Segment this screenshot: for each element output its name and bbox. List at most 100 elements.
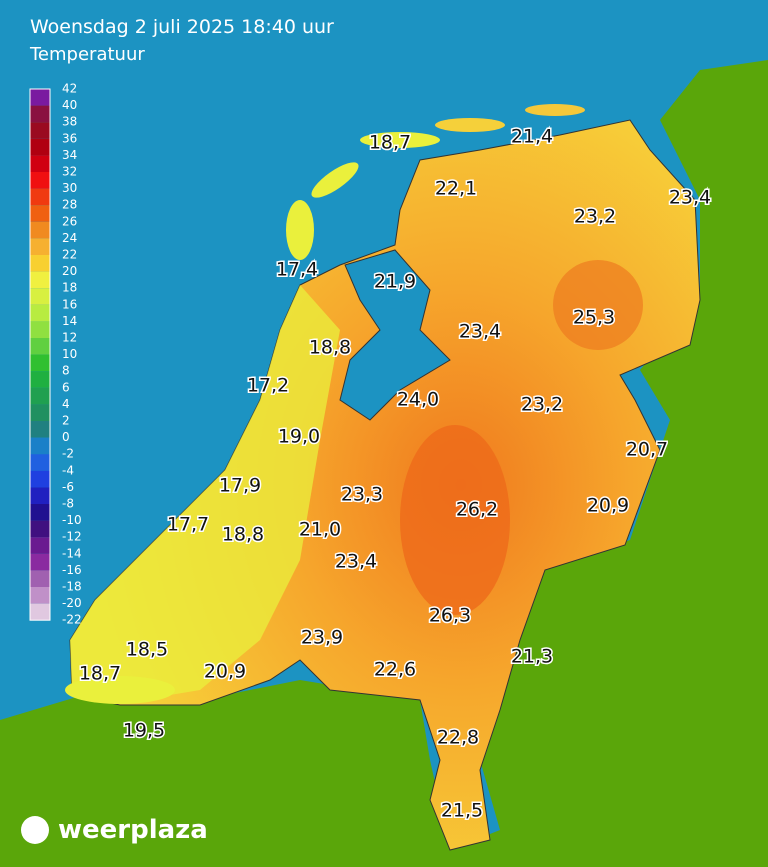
- legend-band: [30, 288, 50, 305]
- island: [525, 104, 585, 116]
- station-temperature: 17,7: [167, 514, 209, 536]
- legend-label: 30: [62, 181, 77, 195]
- station-temperature: 17,4: [276, 259, 318, 281]
- legend-label: -10: [62, 513, 82, 527]
- legend-label: 22: [62, 248, 77, 262]
- island: [311, 162, 359, 198]
- station-temperature: 23,4: [669, 187, 711, 209]
- legend-band: [30, 172, 50, 189]
- legend-label: 40: [62, 98, 77, 112]
- legend-band: [30, 221, 50, 239]
- station-temperature: 22,8: [437, 727, 479, 749]
- netherlands: [69, 119, 701, 851]
- legend-band: [30, 138, 50, 156]
- station-temperature: 23,3: [341, 484, 383, 506]
- legend-band: [30, 105, 50, 123]
- station-temperature: 18,7: [79, 663, 121, 685]
- legend: 424038363432302826242220181614121086420-…: [29, 82, 82, 627]
- legend-band: [30, 155, 50, 172]
- legend-label: 20: [62, 264, 77, 278]
- legend-label: 6: [62, 380, 70, 394]
- station-temperature: 22,6: [374, 659, 416, 681]
- legend-label: 10: [62, 347, 77, 361]
- legend-label: -8: [62, 497, 74, 511]
- station-temperature: 17,2: [247, 375, 289, 397]
- legend-label: 8: [62, 364, 70, 378]
- legend-band: [30, 304, 50, 322]
- legend-band: [30, 321, 50, 338]
- legend-band: [30, 553, 50, 571]
- legend-band: [30, 89, 50, 106]
- station-temperature: 19,0: [278, 426, 320, 448]
- legend-label: 42: [62, 82, 77, 96]
- station-temperature: 21,3: [511, 646, 553, 668]
- station-temperature: 22,1: [435, 178, 477, 200]
- title: Woensdag 2 juli 2025 18:40 uur: [30, 16, 334, 38]
- legend-band: [30, 188, 50, 206]
- station-temperature: 19,5: [123, 720, 165, 742]
- legend-band: [30, 421, 50, 438]
- legend-band: [30, 437, 50, 455]
- station-temperature: 20,9: [587, 495, 629, 517]
- legend-label: 36: [62, 131, 77, 145]
- legend-band: [30, 238, 50, 255]
- hot-zone: [400, 425, 510, 615]
- legend-band: [30, 587, 50, 604]
- station-temperature: 21,9: [374, 271, 416, 293]
- legend-band: [30, 371, 50, 388]
- station-temperature: 23,2: [521, 394, 563, 416]
- cool-coast: [70, 285, 340, 700]
- island: [65, 676, 175, 704]
- station-temperature: 21,0: [299, 519, 341, 541]
- station-temperature: 24,0: [397, 389, 439, 411]
- station-temperature: 20,9: [204, 661, 246, 683]
- island: [286, 200, 314, 260]
- legend-label: 0: [62, 430, 70, 444]
- legend-band: [30, 454, 50, 471]
- logo-icon: [21, 816, 49, 844]
- legend-label: 12: [62, 331, 77, 345]
- station-temperature: 18,8: [222, 524, 264, 546]
- legend-label: -2: [62, 447, 74, 461]
- legend-label: -18: [62, 580, 82, 594]
- station-temperature: 23,9: [301, 627, 343, 649]
- legend-label: 18: [62, 281, 77, 295]
- legend-band: [30, 537, 50, 554]
- legend-band: [30, 122, 50, 139]
- legend-label: 2: [62, 414, 70, 428]
- station-temperature: 23,2: [574, 206, 616, 228]
- legend-label: 16: [62, 297, 77, 311]
- legend-frame: [29, 88, 51, 621]
- legend-band: [30, 354, 50, 372]
- station-temperature: 23,4: [335, 551, 377, 573]
- legend-band: [30, 271, 50, 289]
- legend-band: [30, 255, 50, 272]
- hot-zone: [553, 260, 643, 350]
- foreign-land: [0, 60, 768, 867]
- legend-label: -14: [62, 546, 82, 560]
- legend-band: [30, 603, 50, 621]
- legend-band: [30, 205, 50, 222]
- station-temperature: 18,5: [126, 639, 168, 661]
- station-temperature: 17,9: [219, 475, 261, 497]
- legend-label: 32: [62, 165, 77, 179]
- station-temperature: 20,7: [626, 439, 668, 461]
- station-temperature: 18,8: [309, 337, 351, 359]
- legend-label: -12: [62, 530, 82, 544]
- legend-label: -16: [62, 563, 82, 577]
- station-temperature: 23,4: [459, 321, 501, 343]
- island: [360, 132, 440, 148]
- legend-band: [30, 387, 50, 405]
- subtitle: Temperatuur: [29, 44, 145, 65]
- legend-band: [30, 487, 50, 504]
- legend-label: 26: [62, 214, 77, 228]
- station-temperature: 21,5: [441, 800, 483, 822]
- legend-band: [30, 470, 50, 488]
- station-temperature: 18,7: [369, 132, 411, 154]
- legend-label: 34: [62, 148, 77, 162]
- station-temperature: 26,2: [456, 499, 498, 521]
- legend-band: [30, 338, 50, 355]
- logo: weerplaza: [58, 815, 208, 845]
- legend-band: [30, 404, 50, 421]
